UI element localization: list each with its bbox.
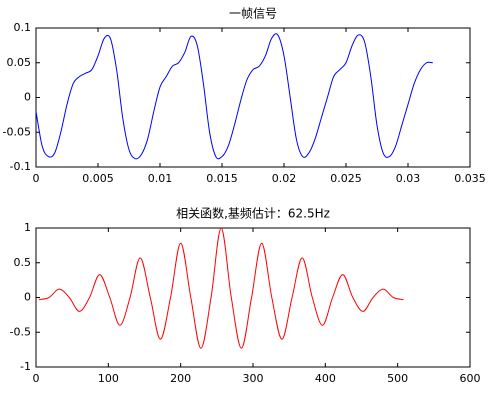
data-line	[35, 33, 433, 160]
y-tick-label: 0	[24, 91, 31, 104]
chart-title: 一帧信号	[229, 7, 277, 21]
x-tick-label: 600	[460, 372, 481, 385]
y-tick-label: -1	[20, 360, 31, 373]
y-tick-label: 0.05	[7, 56, 32, 69]
x-tick-label: 0.025	[330, 172, 362, 185]
y-tick-label: -0.05	[3, 125, 31, 138]
x-tick-label: 100	[98, 372, 119, 385]
x-tick-label: 0.01	[148, 172, 173, 185]
y-tick-label: -0.5	[10, 325, 31, 338]
x-tick-label: 0	[33, 372, 40, 385]
y-tick-label: 0.5	[14, 256, 32, 269]
x-tick-label: 0.03	[396, 172, 421, 185]
x-tick-label: 0.015	[206, 172, 238, 185]
y-tick-label: -0.1	[10, 160, 31, 173]
data-line	[38, 227, 404, 349]
x-tick-label: 0.02	[272, 172, 297, 185]
plot-area	[35, 227, 471, 368]
y-tick-label: 1	[24, 221, 31, 234]
y-tick-label: 0	[24, 291, 31, 304]
x-tick-label: 500	[387, 372, 408, 385]
y-tick-label: 0.1	[14, 21, 32, 34]
x-tick-label: 300	[243, 372, 264, 385]
x-tick-label: 200	[170, 372, 191, 385]
chart-title: 相关函数,基频估计：62.5Hz	[176, 206, 330, 221]
x-tick-label: 0.035	[454, 172, 486, 185]
x-tick-label: 0	[33, 172, 40, 185]
plot-area	[35, 27, 471, 168]
x-tick-label: 0.005	[82, 172, 114, 185]
x-tick-label: 400	[315, 372, 336, 385]
